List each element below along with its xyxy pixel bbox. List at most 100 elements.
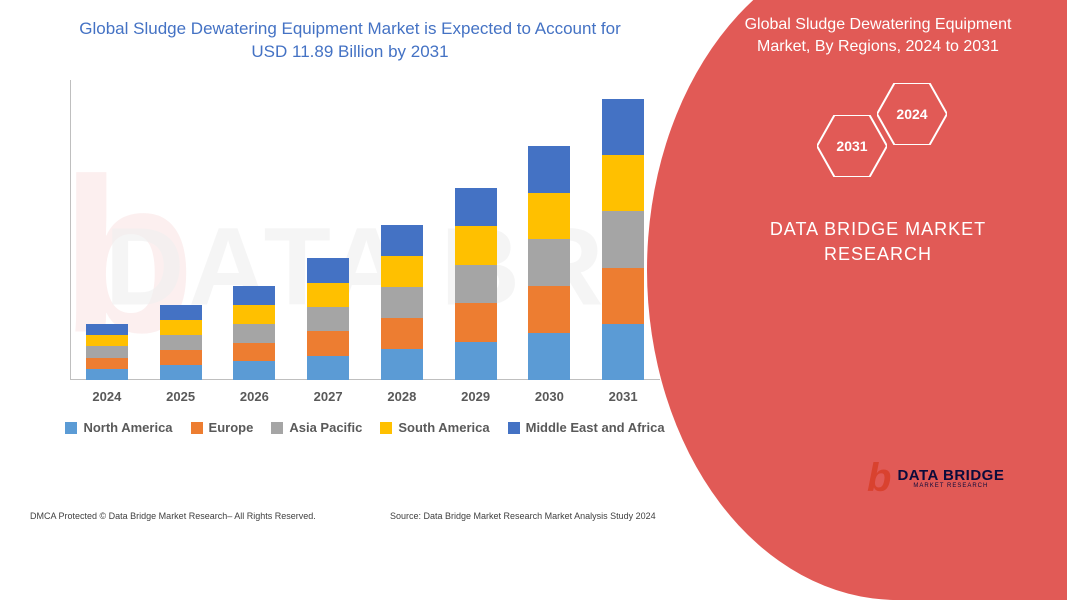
legend: North America Europe Asia Pacific South Ame… <box>60 420 670 435</box>
hex-2024-label: 2024 <box>896 106 927 122</box>
bar-segment <box>160 365 202 380</box>
bar-stack <box>307 258 349 380</box>
bar-segment <box>602 99 644 155</box>
bar-segment <box>233 305 275 324</box>
bar-segment <box>381 256 423 287</box>
bar-segment <box>86 324 128 335</box>
legend-item: Asia Pacific <box>271 420 362 435</box>
legend-item: Europe <box>191 420 254 435</box>
bar-stack <box>233 286 275 380</box>
chart-area: 20242025202620272028202920302031 <box>70 80 660 400</box>
bar-stack <box>455 188 497 380</box>
bar-stack <box>528 146 570 380</box>
bar-group <box>598 99 648 380</box>
legend-label: North America <box>83 420 172 435</box>
legend-label: Middle East and Africa <box>526 420 665 435</box>
legend-swatch <box>65 422 77 434</box>
bar-segment <box>602 211 644 267</box>
bar-segment <box>455 342 497 380</box>
bar-segment <box>86 335 128 346</box>
hex-2031-label: 2031 <box>836 138 867 154</box>
x-label: 2030 <box>524 389 574 404</box>
bar-stack <box>602 99 644 380</box>
x-labels: 2024 2025 2026 2027 2028 2029 2030 2031 <box>70 389 660 404</box>
databridge-logo: b DATA BRIDGE MARKET RESEARCH <box>867 455 1017 501</box>
bar-segment <box>160 320 202 335</box>
x-label: 2028 <box>377 389 427 404</box>
bar-segment <box>86 369 128 380</box>
legend-label: Asia Pacific <box>289 420 362 435</box>
bar-stack <box>86 324 128 380</box>
bar-segment <box>455 265 497 303</box>
bar-segment <box>307 258 349 282</box>
bar-segment <box>528 239 570 286</box>
bar-segment <box>455 226 497 264</box>
logo-sub: MARKET RESEARCH <box>897 483 1004 489</box>
footer-source: Source: Data Bridge Market Research Mark… <box>390 511 656 521</box>
logo-text: DATA BRIDGE MARKET RESEARCH <box>897 468 1004 489</box>
bar-group <box>377 225 427 380</box>
hex-2024: 2024 <box>877 83 947 145</box>
legend-swatch <box>380 422 392 434</box>
bar-segment <box>528 286 570 333</box>
bar-segment <box>307 307 349 331</box>
bar-segment <box>455 188 497 226</box>
bar-segment <box>602 268 644 324</box>
x-label: 2025 <box>156 389 206 404</box>
x-label: 2027 <box>303 389 353 404</box>
bar-segment <box>233 324 275 343</box>
bar-group <box>229 286 279 380</box>
bar-stack <box>160 305 202 380</box>
legend-swatch <box>271 422 283 434</box>
legend-item: North America <box>65 420 172 435</box>
bar-segment <box>160 335 202 350</box>
legend-swatch <box>508 422 520 434</box>
brand-line2: RESEARCH <box>717 242 1039 267</box>
bar-group <box>82 324 132 380</box>
chart-title: Global Sludge Dewatering Equipment Marke… <box>0 0 700 72</box>
right-panel: Global Sludge Dewatering Equipment Marke… <box>717 0 1067 533</box>
bar-segment <box>455 303 497 341</box>
x-label: 2026 <box>229 389 279 404</box>
bar-segment <box>86 358 128 369</box>
bar-segment <box>307 283 349 307</box>
bar-segment <box>381 287 423 318</box>
bar-segment <box>381 318 423 349</box>
bar-segment <box>160 305 202 320</box>
bar-segment <box>528 333 570 380</box>
legend-swatch <box>191 422 203 434</box>
footer-copyright: DMCA Protected © Data Bridge Market Rese… <box>30 511 316 521</box>
x-label: 2031 <box>598 389 648 404</box>
bar-group <box>303 258 353 380</box>
bar-segment <box>528 146 570 193</box>
bar-segment <box>307 331 349 355</box>
bar-segment <box>307 356 349 380</box>
bar-segment <box>233 343 275 362</box>
legend-label: South America <box>398 420 489 435</box>
x-label: 2024 <box>82 389 132 404</box>
logo-main: DATA BRIDGE <box>897 468 1004 483</box>
hexagon-group: 2031 2024 <box>717 77 1039 207</box>
bar-segment <box>381 349 423 380</box>
bar-group <box>156 305 206 380</box>
bar-segment <box>528 193 570 240</box>
bars-container <box>70 80 660 380</box>
right-title: Global Sludge Dewatering Equipment Marke… <box>717 14 1039 57</box>
bar-segment <box>86 346 128 357</box>
bar-segment <box>381 225 423 256</box>
bar-segment <box>160 350 202 365</box>
x-label: 2029 <box>451 389 501 404</box>
bar-segment <box>602 155 644 211</box>
bar-segment <box>233 361 275 380</box>
legend-label: Europe <box>209 420 254 435</box>
legend-item: Middle East and Africa <box>508 420 665 435</box>
left-panel: Global Sludge Dewatering Equipment Marke… <box>0 0 700 533</box>
bar-segment <box>233 286 275 305</box>
bar-group <box>524 146 574 380</box>
brand-text: DATA BRIDGE MARKET RESEARCH <box>717 217 1039 267</box>
legend-item: South America <box>380 420 489 435</box>
bar-stack <box>381 225 423 380</box>
brand-line1: DATA BRIDGE MARKET <box>717 217 1039 242</box>
logo-b-icon: b <box>867 458 891 498</box>
bar-segment <box>602 324 644 380</box>
